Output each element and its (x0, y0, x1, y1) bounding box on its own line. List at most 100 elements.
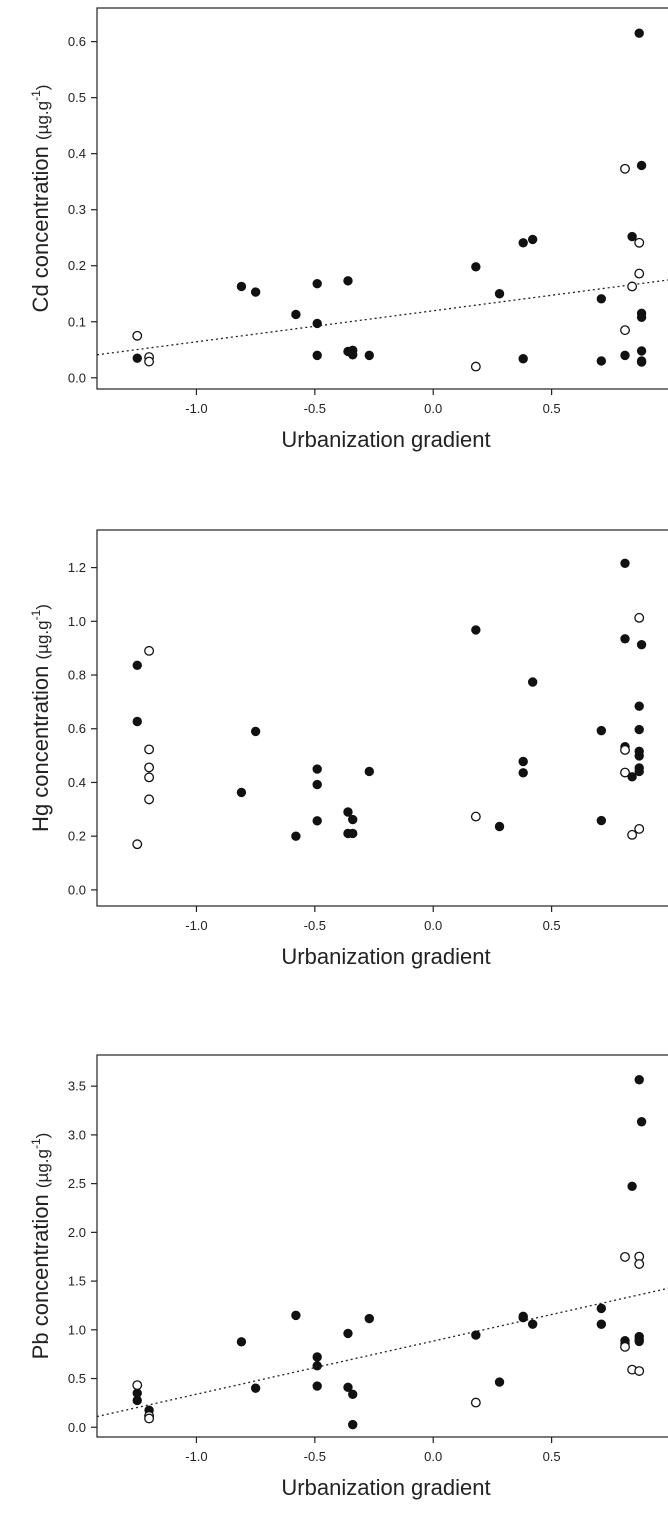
cd-point-filled (132, 353, 142, 363)
cd-x-tick-label: 0.0 (424, 401, 442, 416)
hg-point-open (144, 794, 155, 805)
cd-plot-frame (96, 7, 668, 390)
cd-point-open (144, 356, 155, 367)
hg-point-filled (343, 807, 353, 817)
pb-point-filled (348, 1419, 358, 1430)
cd-trend-line (97, 279, 668, 356)
cd-point-filled (636, 346, 647, 356)
cd-point-filled (596, 294, 607, 304)
hg-y-axis-unit-close: ) (33, 604, 52, 610)
hg-y-tick-label: 0.2 (68, 829, 86, 844)
pb-point-filled (236, 1337, 247, 1347)
cd-point-filled (527, 234, 538, 245)
cd-panel: 0.0 0.1 0.2 0.3 0.4 0.5 0.6 -1.0 -0.5 0.0 0.5 Urban… (28, 7, 668, 452)
hg-y-tick-label: 0.6 (68, 721, 86, 736)
hg-x-tick-label: -1.0 (185, 918, 207, 933)
hg-point-filled (132, 660, 142, 671)
hg-point-filled (518, 768, 528, 778)
cd-y-axis-word: concentration (28, 140, 53, 278)
hg-y-axis-element: Hg (28, 798, 53, 832)
hg-point-filled (620, 634, 630, 644)
cd-point-open (634, 268, 645, 279)
pb-y-tick-label: 1.0 (68, 1322, 86, 1337)
cd-point-filled (627, 231, 637, 242)
hg-y-tick-label: 1.0 (68, 614, 86, 629)
pb-y-tick-label: 1.5 (68, 1274, 86, 1289)
hg-point-filled (348, 828, 358, 839)
hg-y-axis-unit: (µg.g (33, 620, 52, 659)
pb-point-filled (364, 1313, 374, 1324)
cd-point-filled (596, 356, 607, 366)
pb-x-tick-label: -1.0 (185, 1449, 207, 1464)
cd-point-filled (343, 276, 353, 286)
pb-y-tick-label: 0.5 (68, 1371, 86, 1386)
cd-point-filled (636, 357, 647, 367)
hg-point-filled (312, 816, 322, 826)
hg-point-filled (634, 766, 644, 777)
hg-point-filled (627, 772, 637, 782)
pb-y-axis-unit-exponent: -1 (29, 1138, 43, 1149)
hg-point-filled (132, 716, 142, 727)
pb-point-filled (494, 1377, 505, 1387)
hg-point-open (144, 645, 155, 656)
hg-point-filled (634, 701, 644, 711)
pb-y-axis-unit: (µg.g (33, 1149, 52, 1188)
hg-point-open (620, 745, 630, 755)
cd-point-filled (312, 278, 322, 289)
pb-plot-frame (96, 1054, 668, 1438)
pb-point-filled (291, 1310, 301, 1321)
hg-point-filled (527, 677, 538, 687)
cd-point-open (620, 325, 630, 336)
cd-point-filled (634, 28, 644, 38)
cd-y-axis-unit: (µg.g (33, 101, 52, 140)
pb-point-filled (518, 1311, 528, 1322)
hg-point-filled (250, 726, 261, 737)
hg-point-filled (636, 639, 647, 650)
hg-point-open (144, 762, 155, 773)
hg-plot-frame (96, 529, 668, 907)
pb-point-filled (343, 1328, 353, 1339)
pb-x-axis-title: Urbanization gradient (281, 1475, 490, 1500)
pb-point-filled (348, 1389, 358, 1400)
hg-y-axis-word: concentration (28, 659, 53, 797)
pb-point-open (470, 1397, 481, 1408)
pb-point-filled (527, 1319, 538, 1329)
pb-point-filled (634, 1336, 644, 1347)
pb-point-filled (132, 1395, 142, 1406)
pb-point-open (634, 1259, 645, 1269)
cd-y-axis-title: Cd concentration (µg.g-1) (28, 85, 53, 313)
pb-x-tick-label: 0.0 (424, 1449, 442, 1464)
cd-point-filled (518, 238, 528, 248)
hg-point-open (144, 744, 155, 755)
pb-y-tick-label: 3.0 (68, 1127, 86, 1142)
pb-y-tick-label: 2.5 (68, 1176, 86, 1191)
cd-point-filled (250, 287, 261, 297)
hg-point-filled (348, 814, 358, 825)
hg-point-open (634, 823, 645, 834)
hg-x-axis-title: Urbanization gradient (281, 944, 490, 969)
cd-point-filled (291, 309, 301, 320)
cd-y-tick-label: 0.3 (68, 202, 86, 217)
cd-y-axis-element: Cd (28, 278, 53, 312)
hg-point-filled (518, 756, 528, 767)
hg-point-filled (596, 815, 607, 826)
hg-point-filled (634, 724, 644, 735)
pb-point-open (132, 1380, 143, 1391)
cd-point-filled (518, 354, 528, 364)
pb-point-open (144, 1413, 155, 1424)
pb-y-tick-label: 2.0 (68, 1225, 86, 1240)
pb-point-filled (471, 1330, 481, 1340)
hg-point-filled (471, 625, 481, 635)
hg-y-tick-label: 0.8 (68, 668, 86, 683)
cd-x-tick-label: 0.5 (543, 401, 561, 416)
hg-point-open (620, 767, 630, 778)
hg-point-open (144, 772, 155, 783)
cd-point-open (627, 281, 638, 292)
cd-y-tick-label: 0.5 (68, 90, 86, 105)
cd-y-tick-label: 0.0 (68, 370, 86, 385)
cd-point-filled (494, 289, 505, 299)
pb-y-tick-label: 0.0 (68, 1420, 86, 1435)
cd-point-filled (236, 281, 247, 292)
cd-point-open (634, 237, 645, 248)
